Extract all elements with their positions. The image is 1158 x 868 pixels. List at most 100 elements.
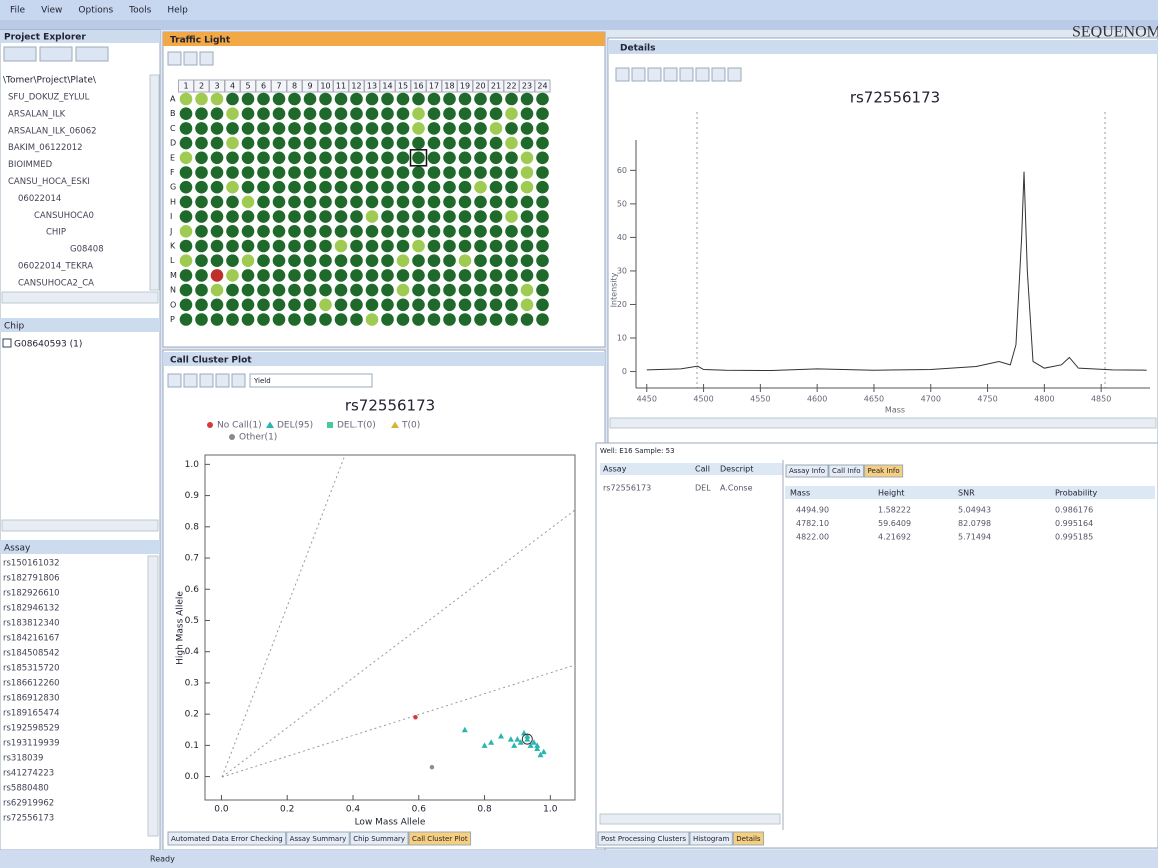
well[interactable] bbox=[335, 107, 348, 120]
well[interactable] bbox=[474, 210, 487, 223]
well[interactable] bbox=[335, 299, 348, 312]
tab-label[interactable]: Call Cluster Plot bbox=[412, 835, 468, 843]
well[interactable] bbox=[505, 254, 518, 267]
well[interactable] bbox=[319, 284, 332, 297]
well[interactable] bbox=[490, 152, 503, 165]
well[interactable] bbox=[474, 137, 487, 150]
well[interactable] bbox=[366, 93, 379, 106]
well[interactable] bbox=[412, 181, 425, 194]
well[interactable] bbox=[505, 137, 518, 150]
well[interactable] bbox=[180, 299, 193, 312]
well[interactable] bbox=[195, 152, 208, 165]
well[interactable] bbox=[521, 196, 534, 209]
well[interactable] bbox=[397, 225, 410, 238]
well[interactable] bbox=[226, 166, 239, 179]
well[interactable] bbox=[211, 181, 224, 194]
well[interactable] bbox=[397, 240, 410, 253]
well[interactable] bbox=[226, 122, 239, 135]
well[interactable] bbox=[350, 299, 363, 312]
well[interactable] bbox=[273, 166, 286, 179]
well[interactable] bbox=[505, 107, 518, 120]
well[interactable] bbox=[195, 93, 208, 106]
well[interactable] bbox=[288, 196, 301, 209]
well[interactable] bbox=[536, 181, 549, 194]
toolbar-button[interactable] bbox=[184, 374, 197, 387]
well[interactable] bbox=[459, 299, 472, 312]
well[interactable] bbox=[195, 225, 208, 238]
well[interactable] bbox=[257, 181, 270, 194]
well[interactable] bbox=[459, 107, 472, 120]
well[interactable] bbox=[257, 240, 270, 253]
well[interactable] bbox=[381, 107, 394, 120]
well[interactable] bbox=[397, 137, 410, 150]
well[interactable] bbox=[490, 254, 503, 267]
well[interactable] bbox=[521, 152, 534, 165]
well[interactable] bbox=[536, 152, 549, 165]
well[interactable] bbox=[335, 137, 348, 150]
assay-item[interactable]: rs186612260 bbox=[3, 679, 60, 689]
well[interactable] bbox=[490, 122, 503, 135]
well[interactable] bbox=[381, 299, 394, 312]
well[interactable] bbox=[459, 181, 472, 194]
well[interactable] bbox=[366, 137, 379, 150]
well[interactable] bbox=[257, 299, 270, 312]
tab-label[interactable]: Histogram bbox=[693, 835, 729, 843]
well[interactable] bbox=[211, 313, 224, 326]
well[interactable] bbox=[474, 240, 487, 253]
toolbar-button[interactable] bbox=[712, 68, 725, 81]
well[interactable] bbox=[536, 137, 549, 150]
toolbar-button[interactable] bbox=[696, 68, 709, 81]
tab-label[interactable]: Chip Summary bbox=[353, 835, 405, 843]
well[interactable] bbox=[211, 210, 224, 223]
well[interactable] bbox=[304, 313, 317, 326]
well[interactable] bbox=[366, 284, 379, 297]
well[interactable] bbox=[335, 122, 348, 135]
assay-item[interactable]: rs182791806 bbox=[3, 574, 60, 584]
well[interactable] bbox=[226, 254, 239, 267]
well[interactable] bbox=[474, 299, 487, 312]
well[interactable] bbox=[226, 225, 239, 238]
well[interactable] bbox=[366, 225, 379, 238]
table-cell[interactable]: A.Conse bbox=[720, 484, 753, 493]
tree-item[interactable]: 06022014_TEKRA bbox=[18, 262, 93, 272]
well[interactable] bbox=[242, 284, 255, 297]
well[interactable] bbox=[397, 210, 410, 223]
well[interactable] bbox=[505, 284, 518, 297]
well[interactable] bbox=[242, 181, 255, 194]
well[interactable] bbox=[242, 152, 255, 165]
well[interactable] bbox=[350, 225, 363, 238]
well[interactable] bbox=[319, 122, 332, 135]
well[interactable] bbox=[397, 122, 410, 135]
assay-item[interactable]: rs5880480 bbox=[3, 784, 49, 794]
well[interactable] bbox=[350, 284, 363, 297]
well[interactable] bbox=[474, 313, 487, 326]
assay-item[interactable]: rs183812340 bbox=[3, 619, 60, 629]
well[interactable] bbox=[319, 137, 332, 150]
well[interactable] bbox=[381, 196, 394, 209]
explorer-tab[interactable] bbox=[4, 47, 36, 61]
well[interactable] bbox=[459, 210, 472, 223]
well[interactable] bbox=[397, 152, 410, 165]
well[interactable] bbox=[195, 166, 208, 179]
well[interactable] bbox=[180, 210, 193, 223]
well[interactable] bbox=[521, 122, 534, 135]
well[interactable] bbox=[273, 313, 286, 326]
well[interactable] bbox=[242, 166, 255, 179]
well[interactable] bbox=[366, 299, 379, 312]
well[interactable] bbox=[335, 166, 348, 179]
well[interactable] bbox=[412, 313, 425, 326]
well[interactable] bbox=[304, 254, 317, 267]
well[interactable] bbox=[428, 240, 441, 253]
well[interactable] bbox=[490, 240, 503, 253]
well[interactable] bbox=[242, 196, 255, 209]
well[interactable] bbox=[381, 313, 394, 326]
well[interactable] bbox=[180, 152, 193, 165]
well[interactable] bbox=[443, 269, 456, 282]
well[interactable] bbox=[459, 122, 472, 135]
well[interactable] bbox=[412, 137, 425, 150]
well[interactable] bbox=[443, 284, 456, 297]
well[interactable] bbox=[273, 284, 286, 297]
well[interactable] bbox=[335, 313, 348, 326]
well[interactable] bbox=[335, 210, 348, 223]
well[interactable] bbox=[273, 254, 286, 267]
